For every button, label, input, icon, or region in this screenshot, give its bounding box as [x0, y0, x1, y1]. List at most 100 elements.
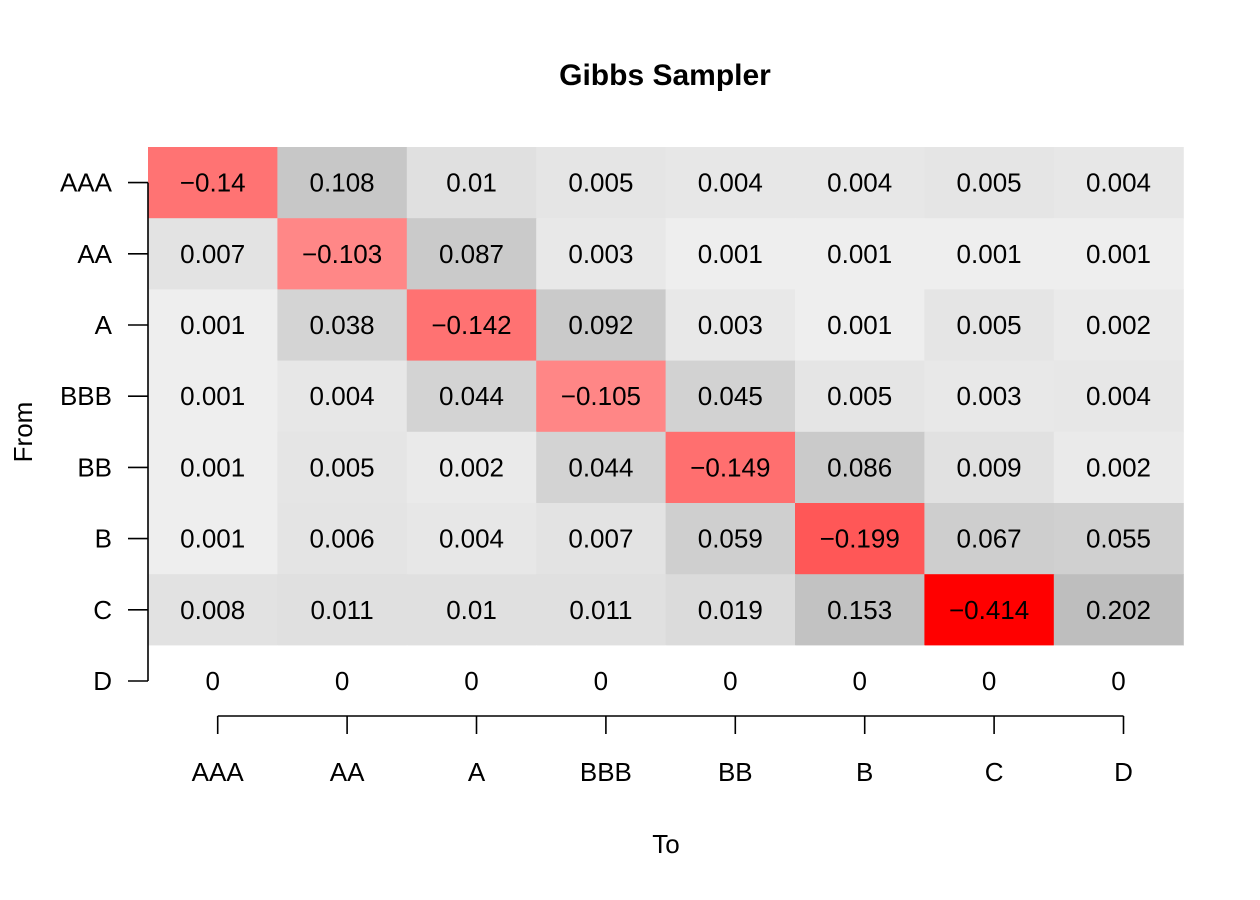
cell-value-label: 0.004 [827, 168, 892, 198]
cell-value-label: 0.004 [439, 524, 504, 554]
heatmap-cell [406, 645, 537, 718]
heatmap-cell [795, 360, 925, 433]
x-tick-label: AA [330, 757, 365, 787]
cell-value-label: 0.004 [1086, 168, 1151, 198]
heatmap-cell [1053, 218, 1184, 290]
heatmap-cell [795, 645, 925, 718]
heatmap-cell [795, 147, 925, 219]
x-tick-label: BB [718, 757, 753, 787]
cell-value-label: 0.044 [439, 381, 504, 411]
heatmap-cell [1053, 289, 1184, 362]
cell-value-label: 0 [1111, 666, 1125, 696]
cell-value-label: 0 [594, 666, 608, 696]
heatmap-cell [148, 218, 278, 290]
heatmap-cell [924, 218, 1055, 290]
heatmap-cell [1053, 147, 1184, 219]
heatmap-cell [148, 289, 278, 362]
cell-value-label: 0.01 [446, 168, 497, 198]
cell-value-label: 0.007 [180, 239, 245, 269]
heatmap-cell [924, 360, 1055, 433]
cell-value-label: 0.001 [180, 524, 245, 554]
heatmap-cell [665, 503, 796, 575]
cell-value-label: 0.202 [1086, 595, 1151, 625]
heatmap-cell [148, 147, 278, 219]
cell-value-label: −0.14 [180, 168, 246, 198]
heatmap-cell [924, 645, 1055, 718]
cell-value-label: 0.001 [827, 239, 892, 269]
heatmap-cell [795, 574, 925, 646]
heatmap-cell [795, 218, 925, 290]
y-tick-label: C [93, 595, 112, 625]
x-axis-title: To [652, 829, 679, 859]
y-tick-label: BBB [60, 381, 112, 411]
x-axis: AAA AA A BBB BB B C D [192, 715, 1133, 787]
heatmap-cell [148, 503, 278, 575]
cell-value-label: 0.086 [827, 452, 892, 482]
heatmap-cell [924, 574, 1055, 646]
cell-value-label: −0.103 [302, 239, 382, 269]
heatmap-cell [406, 360, 537, 433]
chart-title: Gibbs Sampler [559, 59, 771, 92]
cell-value-label: −0.142 [431, 310, 511, 340]
cell-value-label: 0.002 [1086, 452, 1151, 482]
heatmap-cell [536, 147, 667, 219]
cell-value-label: 0.002 [439, 452, 504, 482]
cell-value-label: 0.005 [310, 452, 375, 482]
cell-value-label: 0 [205, 666, 219, 696]
y-axis-title: From [8, 402, 38, 463]
y-tick-label: AAA [60, 168, 113, 198]
cell-value-label: 0.009 [957, 452, 1022, 482]
cell-value-label: −0.414 [949, 595, 1029, 625]
cell-value-label: 0.045 [698, 381, 763, 411]
cell-value-label: 0.005 [957, 310, 1022, 340]
heatmap-cell [1053, 574, 1184, 646]
y-tick-label: AA [77, 239, 112, 269]
cell-value-label: 0.005 [827, 381, 892, 411]
cell-value-label: 0.019 [698, 595, 763, 625]
x-tick-label: BBB [580, 757, 632, 787]
heatmap-cell [924, 431, 1055, 504]
heatmap-cell [277, 147, 408, 219]
heatmap-cell [1053, 431, 1184, 504]
cell-value-label: 0.004 [698, 168, 763, 198]
cell-value-label: 0.092 [568, 310, 633, 340]
heatmap-cell [406, 218, 537, 290]
y-tick-label: BB [77, 452, 112, 482]
cell-value-label: 0.005 [568, 168, 633, 198]
heatmap-cell [406, 503, 537, 575]
x-tick-label: C [985, 757, 1004, 787]
heatmap-cell [536, 360, 667, 433]
cell-value-label: 0.001 [827, 310, 892, 340]
heatmap-cell [277, 431, 408, 504]
cell-value-label: 0 [335, 666, 349, 696]
cell-value-label: 0.003 [698, 310, 763, 340]
heatmap-cell [148, 574, 278, 646]
heatmap-cell [148, 431, 278, 504]
heatmap-cell [536, 431, 667, 504]
cell-value-label: 0.01 [446, 595, 497, 625]
cell-value-label: 0.011 [311, 595, 374, 625]
x-tick-label: B [856, 757, 873, 787]
cell-value-label: 0.001 [1086, 239, 1151, 269]
heatmap-cell [277, 218, 408, 290]
cell-value-label: 0.001 [957, 239, 1022, 269]
cell-value-label: 0 [982, 666, 996, 696]
cell-value-label: −0.105 [561, 381, 641, 411]
cell-value-label: 0.001 [180, 310, 245, 340]
heatmap-cell [795, 503, 925, 575]
cell-value-label: 0.004 [310, 381, 375, 411]
x-tick-label: AAA [192, 757, 245, 787]
y-tick-label: A [95, 310, 113, 340]
y-tick-label: D [93, 666, 112, 696]
heatmap-cell [1053, 360, 1184, 433]
heatmap-cell [924, 503, 1055, 575]
heatmap-cell [536, 218, 667, 290]
heatmap-cell [665, 360, 796, 433]
cell-value-label: 0 [723, 666, 737, 696]
heatmap-cell [665, 574, 796, 646]
heatmap-cell [277, 503, 408, 575]
heatmap-cell [277, 574, 408, 646]
y-tick-label: B [95, 524, 112, 554]
cell-value-label: 0.006 [310, 524, 375, 554]
cell-value-label: 0.044 [568, 452, 633, 482]
